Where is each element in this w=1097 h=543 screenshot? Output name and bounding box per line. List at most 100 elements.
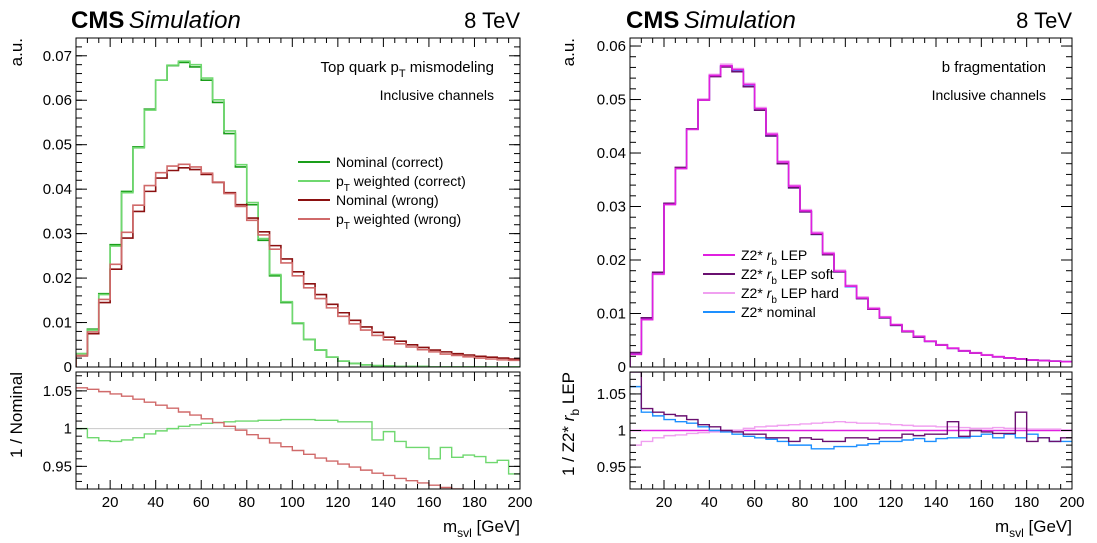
x-axis-label-unit: [GeV] (472, 517, 520, 536)
y-tick-label: 0.06 (43, 92, 72, 109)
ratio-y-tick-label: 1 (64, 421, 72, 438)
legend-text-sub: T (344, 221, 350, 232)
ratio-label-sub: b (568, 409, 582, 416)
x-axis-label: msvl [GeV] (443, 517, 520, 540)
ratio-histograms (76, 387, 520, 489)
x-tick-label: 80 (792, 494, 809, 511)
x-tick-label: 120 (325, 494, 350, 511)
y-axis-label-top: a.u. (559, 38, 578, 66)
y-tick-label: 0.03 (597, 199, 626, 216)
y-tick-label: 0.02 (597, 252, 626, 269)
annotation-line1: b fragmentation (942, 59, 1046, 76)
ratio-series-line-1 (630, 421, 1072, 446)
legend-text-italic: r (767, 285, 773, 301)
y-tick-label: 0.05 (43, 137, 72, 154)
legend-text-pre: p (336, 211, 344, 227)
x-tick-label: 180 (1014, 494, 1039, 511)
legend-entry-1: Z2* rb LEP soft (741, 266, 834, 287)
simulation-label: Simulation (129, 7, 241, 34)
y-tick-label: 0 (618, 359, 626, 376)
legend-text-sub: b (771, 276, 777, 287)
legend-text-italic: r (767, 266, 773, 282)
ratio-frame (75, 371, 521, 490)
legend-text-pre: Nominal (wrong) (336, 192, 439, 208)
x-tick-label: 40 (147, 494, 164, 511)
x-axis-label-main: m (443, 517, 457, 536)
legend-entry-2: Z2* rb LEP hard (741, 285, 839, 306)
x-tick-label: 20 (656, 494, 673, 511)
top-frame (75, 37, 521, 368)
legend-text-pre: Nominal (correct) (336, 154, 443, 170)
annotation-line1-sub: T (399, 68, 406, 80)
energy-label: 8 TeV (1016, 8, 1072, 33)
y-tick-label: 0 (64, 359, 72, 376)
energy-label: 8 TeV (464, 8, 520, 33)
y-axis-label-ratio: 1 / Nominal (7, 372, 26, 458)
ratio-series-line-3 (630, 372, 1072, 443)
ratio-y-tick-label: 1 (618, 423, 626, 440)
x-axis-label-main: m (995, 517, 1009, 536)
ratio-series-line-0 (76, 418, 520, 475)
chart-panel-0: CMS Simulation 8 TeV 20 40 60 80 100 120 140 160 1… (7, 7, 533, 540)
legend-text-pre: Z2* (741, 266, 767, 282)
legend-entry-3: Z2* nominal (741, 304, 816, 320)
cms-label: CMS (71, 7, 124, 34)
legend-text-sub: T (344, 183, 350, 194)
x-axis-label-sub: svl (1009, 526, 1024, 540)
top-series-line-2 (630, 66, 1072, 367)
x-tick-label: 80 (238, 494, 255, 511)
chart-panel-1: CMS Simulation 8 TeV 20 40 60 80 100 120 140 160 1… (559, 7, 1085, 540)
x-axis-label-sub: svl (457, 526, 472, 540)
legend-text-post: LEP hard (777, 285, 839, 301)
top-series-line-0 (630, 65, 1072, 367)
x-tick-label: 140 (371, 494, 396, 511)
x-tick-label: 100 (833, 494, 858, 511)
cms-header: CMS Simulation (71, 7, 241, 34)
legend-text-post: LEP soft (777, 266, 834, 282)
cms-label: CMS (626, 7, 679, 34)
legend-entry-1: pT weighted (correct) (336, 173, 466, 194)
x-tick-label: 140 (923, 494, 948, 511)
y-tick-label: 0.04 (597, 145, 626, 162)
x-tick-label: 120 (878, 494, 903, 511)
top-series-line-2 (76, 167, 520, 367)
simulation-label: Simulation (684, 7, 796, 34)
y-tick-label: 0.02 (43, 270, 72, 287)
legend-text-post: weighted (correct) (350, 173, 466, 189)
legend-entry-2: Nominal (wrong) (336, 192, 439, 208)
x-tick-label: 40 (701, 494, 718, 511)
ratio-label-italic: r (559, 414, 578, 421)
top-series-line-1 (630, 63, 1072, 367)
ratio-y-tick-label: 1.05 (597, 386, 626, 403)
annotation-line1: Top quark pT mismodeling (321, 59, 495, 80)
top-series-line-3 (630, 65, 1072, 367)
ratio-y-tick-label: 0.95 (43, 458, 72, 475)
annotation-line1-post: mismodeling (406, 59, 494, 76)
cms-header: CMS Simulation (626, 7, 796, 34)
y-tick-label: 0.04 (43, 181, 72, 198)
legend-text-pre: Z2* (741, 285, 767, 301)
ratio-series-line-2 (630, 385, 1072, 450)
x-tick-label: 60 (746, 494, 763, 511)
x-tick-label: 20 (102, 494, 119, 511)
ratio-label-post: LEP (559, 372, 578, 409)
ratio-y-tick-label: 1.05 (43, 383, 72, 400)
top-frame (629, 37, 1073, 368)
x-tick-label: 200 (507, 494, 532, 511)
y-tick-label: 0.05 (597, 92, 626, 109)
x-tick-label: 160 (416, 494, 441, 511)
x-tick-label: 100 (280, 494, 305, 511)
x-axis-label: msvl [GeV] (995, 517, 1072, 540)
top-histograms (630, 63, 1072, 367)
annotation-line1-pre: Top quark p (321, 59, 399, 76)
legend-text-pre: Z2* nominal (741, 304, 816, 320)
y-tick-label: 0.06 (597, 38, 626, 55)
y-tick-label: 0.07 (43, 48, 72, 65)
annotation-line1-pre: b fragmentation (942, 59, 1046, 76)
x-tick-label: 60 (193, 494, 210, 511)
legend-entry-3: pT weighted (wrong) (336, 211, 461, 232)
legend-text-sub: b (771, 295, 777, 306)
ratio-histograms (630, 372, 1072, 450)
y-tick-label: 0.01 (597, 306, 626, 323)
